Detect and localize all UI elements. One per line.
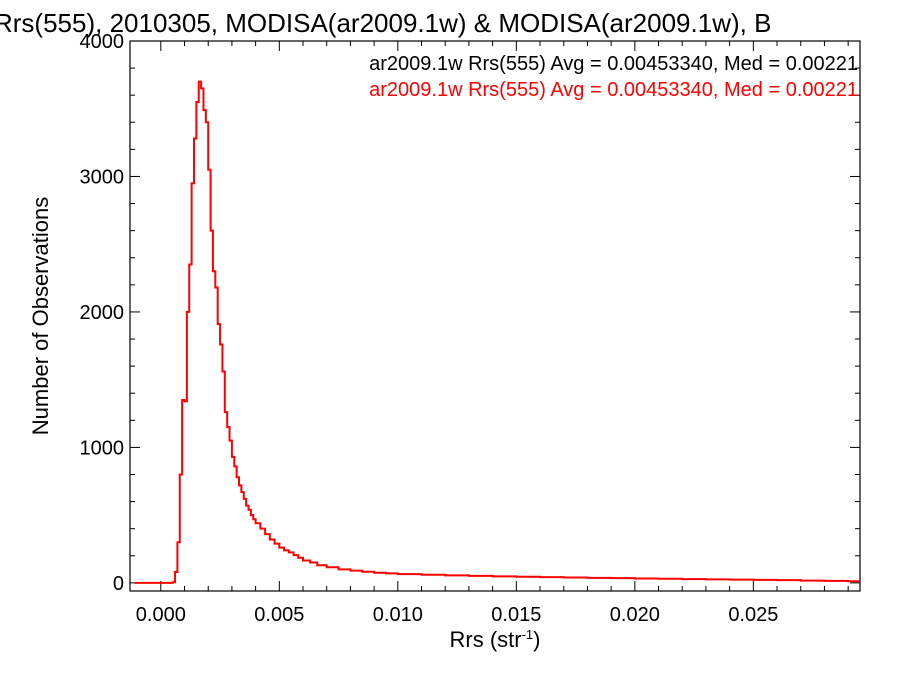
- y-tick-label: 2000: [80, 302, 125, 324]
- series-layer: [134, 80, 860, 584]
- x-axis-label-main: Rrs (str: [450, 627, 522, 652]
- chart-title: Rrs(555), 2010305, MODISA(ar2009.1w) & M…: [0, 8, 771, 38]
- histogram-series: [134, 80, 860, 584]
- x-tick-label: 0.005: [254, 604, 304, 626]
- y-tick-label: 4000: [80, 31, 125, 53]
- x-axis-label-superscript: -1: [522, 627, 534, 642]
- x-tick-label: 0.015: [491, 604, 541, 626]
- legend-entry-1: ar2009.1w Rrs(555) Avg = 0.00453340, Med…: [369, 79, 858, 101]
- plot-frame: [129, 40, 861, 592]
- y-tick-label: 1000: [80, 437, 125, 459]
- histogram-step-line: [134, 80, 860, 584]
- y-tick-label: 3000: [80, 166, 125, 188]
- legend-entry-0: ar2009.1w Rrs(555) Avg = 0.00453340, Med…: [369, 53, 858, 75]
- x-tick-label: 0.020: [610, 604, 660, 626]
- y-tick-label: 0: [113, 573, 124, 595]
- x-tick-label: 0.000: [136, 604, 186, 626]
- x-tick-label: 0.025: [728, 604, 778, 626]
- x-axis-label-close: ): [533, 627, 540, 652]
- axis-ticks: 0.000 0.005 0.010 0.015 0.020 0.025 0 1000 2000 3…: [80, 31, 860, 626]
- x-tick-label: 0.010: [373, 604, 423, 626]
- y-axis-label: Number of Observations: [28, 197, 53, 435]
- x-axis-label: Rrs (str-1): [450, 627, 541, 652]
